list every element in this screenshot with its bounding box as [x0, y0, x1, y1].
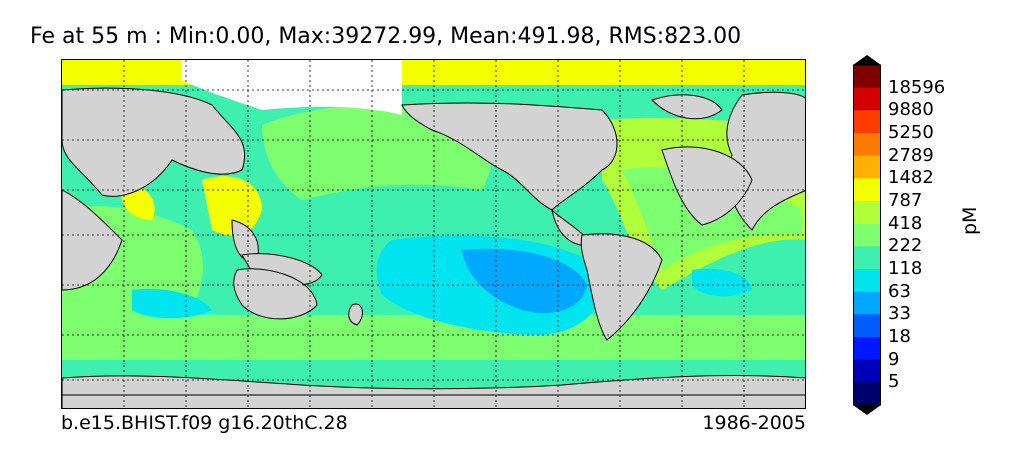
colorbar-swatch	[853, 110, 881, 134]
period: 1986-2005	[702, 412, 806, 434]
south-pacific-min	[462, 248, 587, 313]
colorbar-extend-max	[853, 55, 881, 65]
colorbar-tick-label: 787	[888, 190, 923, 211]
colorbar	[853, 55, 881, 415]
colorbar-tick-label: 18596	[888, 76, 946, 98]
colorbar-swatch	[853, 65, 881, 89]
gridlines	[62, 60, 805, 408]
colorbar-tick-label: 9	[888, 348, 900, 370]
sea-ice-white	[182, 60, 402, 115]
colorbar-swatch	[853, 133, 881, 157]
colorbar-swatch	[853, 87, 881, 111]
colorbar-tick-label: 5250	[888, 122, 934, 143]
colorbar-swatch	[853, 223, 881, 247]
colorbar-tick-label: 222	[888, 235, 923, 257]
land-masses	[62, 87, 805, 408]
colorbar-swatch	[853, 269, 881, 293]
colorbar-tick-label: 9880	[888, 99, 934, 121]
colorbar-tick-label: 63	[888, 280, 911, 302]
colorbar-extend-min	[853, 405, 881, 415]
colorbar-swatch	[853, 246, 881, 270]
colorbar-frame	[853, 64, 881, 406]
colorbar-swatch	[853, 359, 881, 383]
indian-ocean-low	[132, 288, 212, 319]
colorbar-swatch	[853, 155, 881, 179]
case-name: b.e15.BHIST.f09 g16.20thC.28	[61, 412, 348, 434]
colorbar-tick-label: 118	[888, 258, 923, 279]
colorbar-tick-label: 1482	[888, 167, 934, 189]
colorbar-tick-label: 18	[888, 326, 911, 347]
colorbar-swatch	[853, 314, 881, 338]
colorbar-unit: pM	[959, 206, 981, 235]
map-title: Fe at 55 m : Min:0.00, Max:39272.99, Mea…	[30, 24, 742, 49]
colorbar-tick-label: 2789	[888, 144, 934, 166]
colorbar-swatch	[853, 291, 881, 315]
ocean-map	[61, 59, 806, 409]
colorbar-swatch	[853, 382, 881, 406]
colorbar-swatch	[853, 178, 881, 202]
colorbar-tick-label: 5	[888, 371, 900, 393]
east-asia-coast	[202, 176, 262, 236]
colorbar-swatch	[853, 201, 881, 225]
colorbar-swatch	[853, 337, 881, 361]
colorbar-tick-label: 33	[888, 303, 911, 325]
south-atlantic-low	[692, 268, 752, 297]
colorbar-tick-label: 418	[888, 212, 923, 234]
